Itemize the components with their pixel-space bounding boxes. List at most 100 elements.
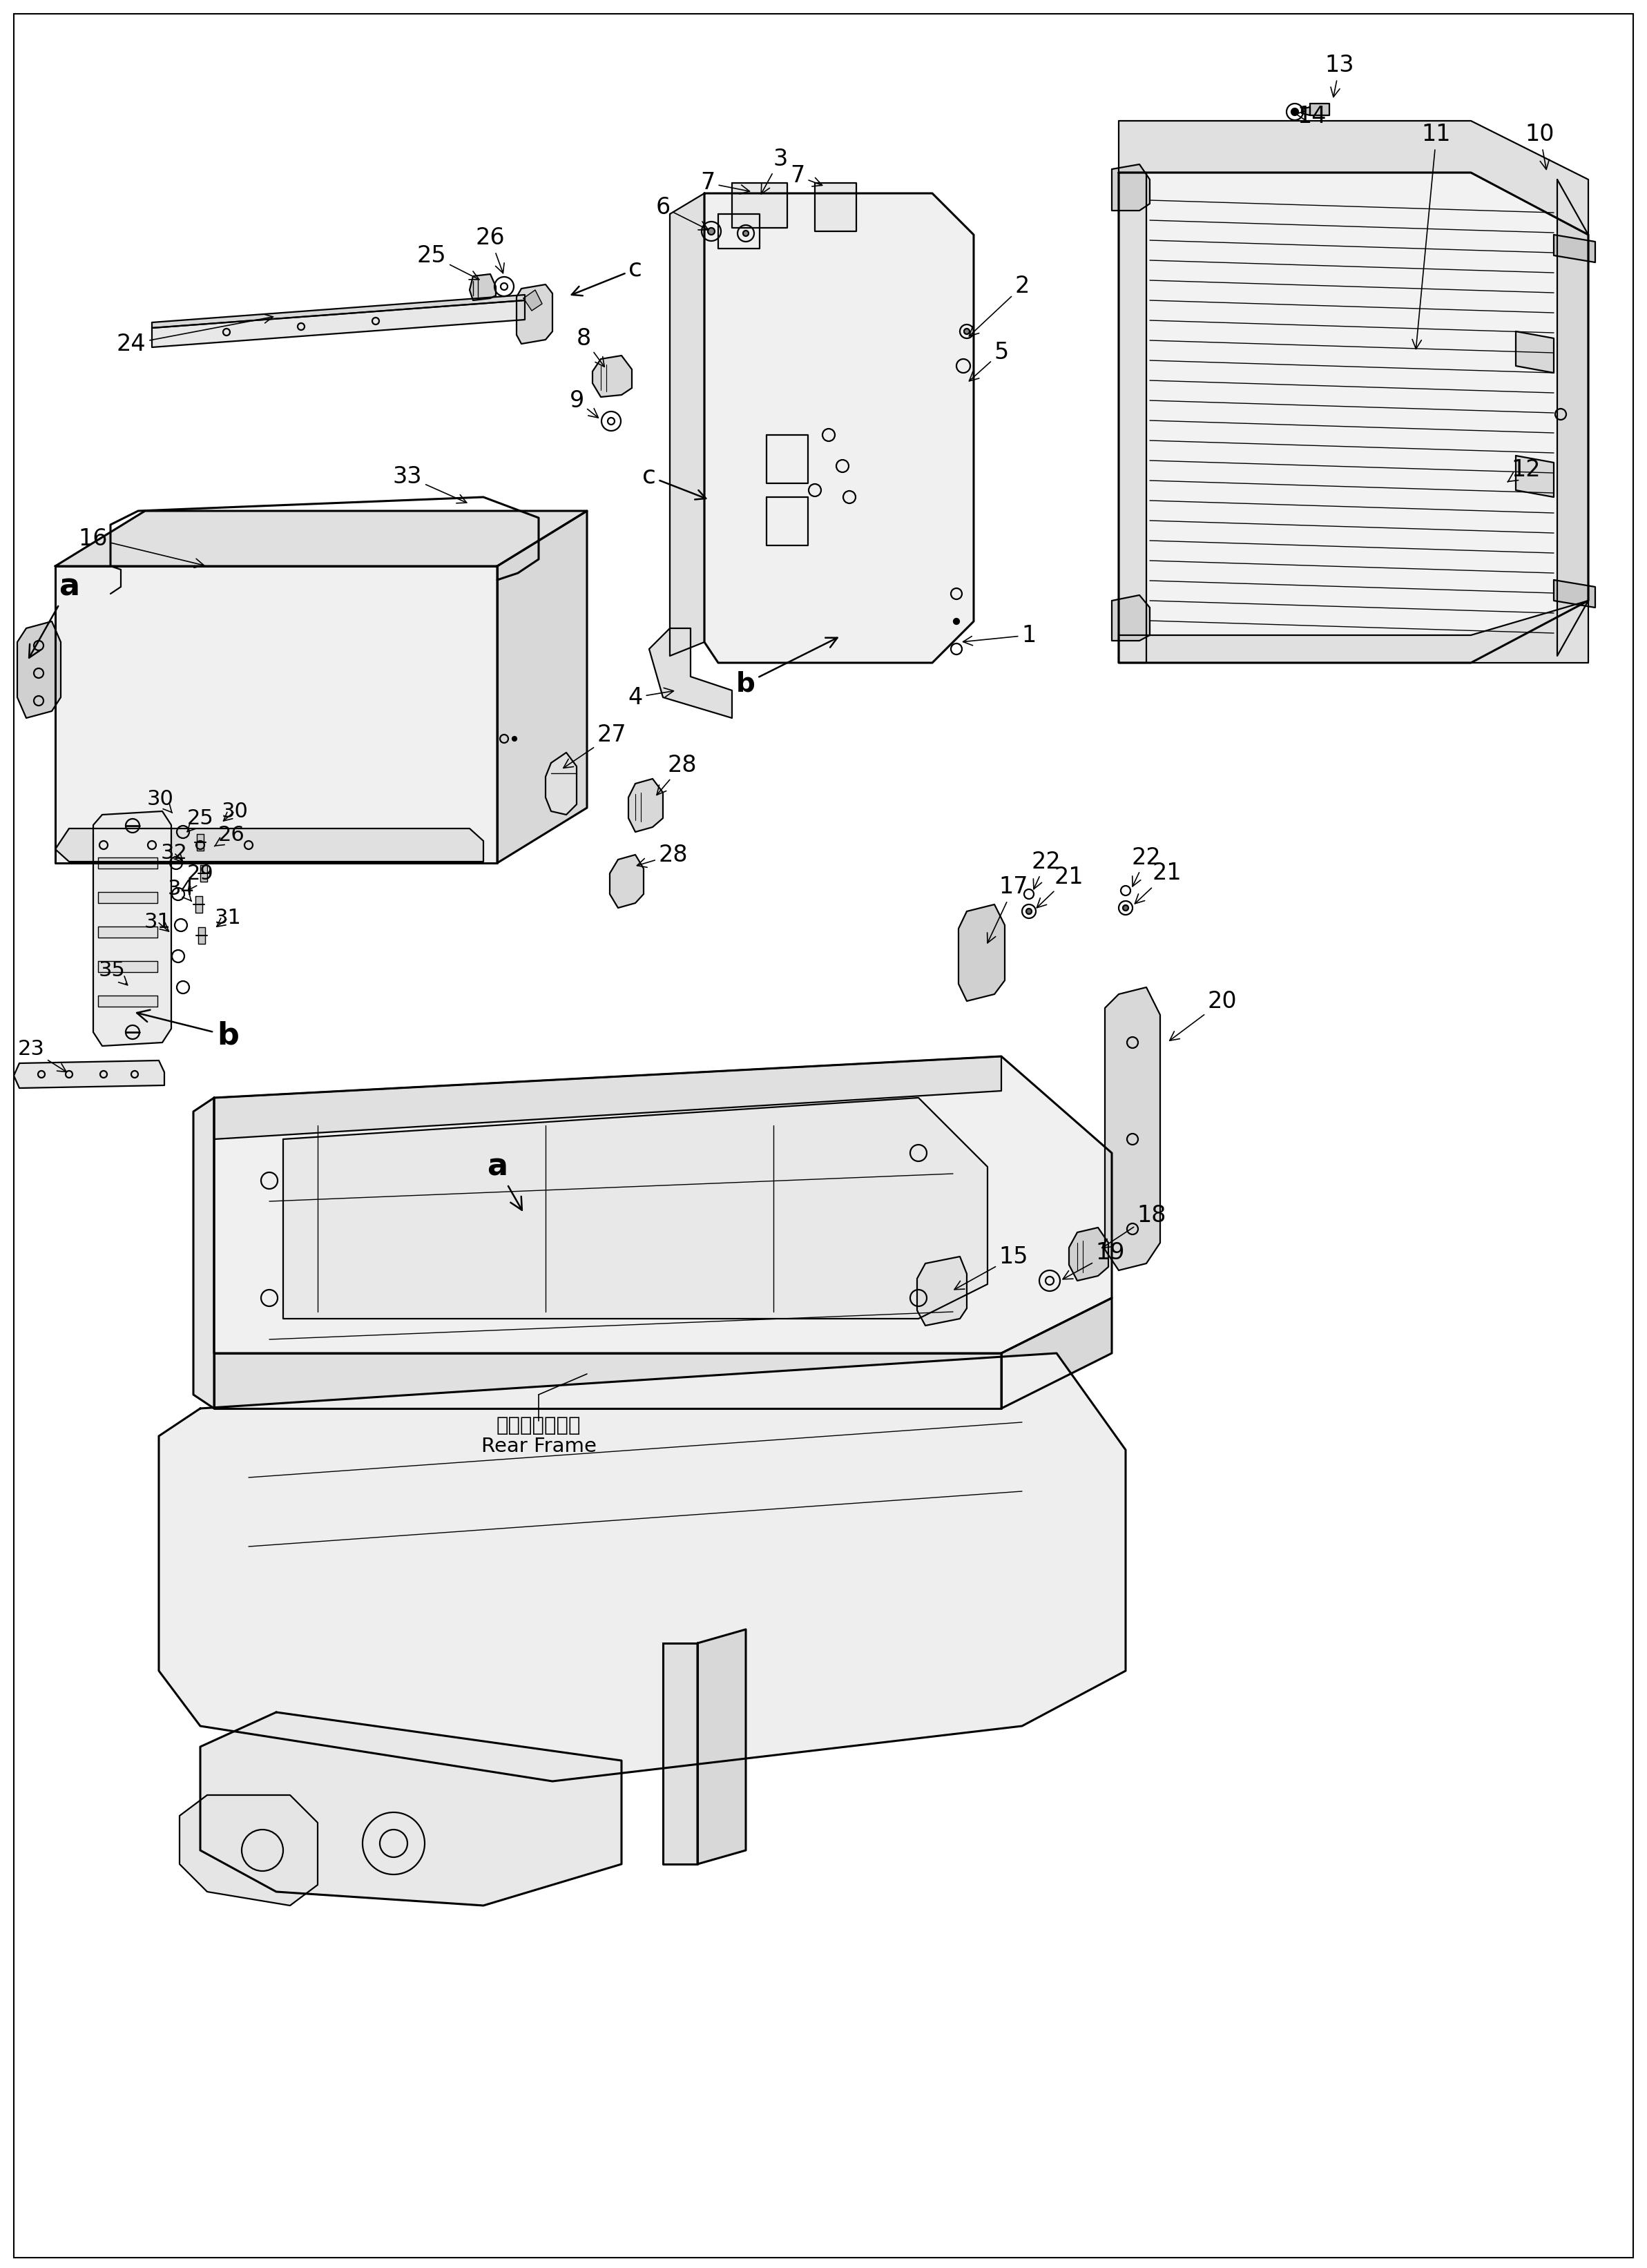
Polygon shape [283,1098,988,1318]
Polygon shape [1118,172,1146,662]
Text: 30: 30 [221,801,249,821]
Text: 35: 35 [99,959,127,984]
Text: 26: 26 [476,227,506,272]
Polygon shape [193,1098,214,1408]
Polygon shape [1301,107,1309,116]
Polygon shape [201,864,208,882]
Polygon shape [198,928,206,943]
Polygon shape [1105,987,1159,1270]
Polygon shape [697,1628,746,1864]
Text: 10: 10 [1525,122,1555,170]
Polygon shape [705,193,973,662]
Polygon shape [524,290,542,311]
Text: 34: 34 [168,880,194,900]
Polygon shape [1553,236,1596,263]
Polygon shape [99,996,158,1007]
Text: 31: 31 [143,912,171,932]
Polygon shape [629,778,664,832]
Text: 19: 19 [1062,1241,1125,1279]
Polygon shape [609,855,644,907]
Polygon shape [1112,163,1150,211]
Polygon shape [158,1354,1125,1780]
Polygon shape [1118,172,1588,662]
Text: a: a [30,572,79,658]
Text: 5: 5 [968,340,1008,381]
Polygon shape [815,184,856,231]
Polygon shape [56,510,586,567]
Polygon shape [56,567,497,864]
Text: 3: 3 [761,147,787,195]
Polygon shape [1309,104,1329,116]
Text: 8: 8 [576,327,604,367]
Polygon shape [1118,601,1588,662]
Text: 13: 13 [1326,54,1354,98]
Polygon shape [593,356,632,397]
Text: 14: 14 [1296,104,1327,127]
Text: 7: 7 [791,166,822,188]
Polygon shape [152,299,525,347]
Text: 25: 25 [417,245,479,279]
Text: 28: 28 [637,844,688,866]
Circle shape [1123,905,1128,912]
Polygon shape [1069,1227,1108,1281]
Polygon shape [670,193,705,655]
Text: 25: 25 [186,807,214,832]
Text: Rear Frame: Rear Frame [481,1436,596,1456]
Text: b: b [137,1009,239,1050]
Polygon shape [731,184,787,227]
Polygon shape [180,1794,318,1905]
Circle shape [743,231,749,236]
Polygon shape [152,295,525,329]
Text: 11: 11 [1411,122,1451,349]
Text: 4: 4 [628,685,674,708]
Circle shape [963,329,970,333]
Polygon shape [196,896,203,912]
Text: 15: 15 [954,1245,1028,1290]
Text: 20: 20 [1169,989,1237,1041]
Text: 18: 18 [1102,1204,1166,1247]
Text: リヤーフレーム: リヤーフレーム [496,1415,581,1436]
Polygon shape [201,1712,621,1905]
Circle shape [1026,909,1031,914]
Polygon shape [56,828,484,862]
Text: 16: 16 [79,526,204,567]
Text: 21: 21 [1036,866,1084,907]
Circle shape [708,227,715,236]
Text: c: c [642,465,707,499]
Text: 17: 17 [987,875,1028,943]
Text: 6: 6 [656,195,708,229]
Text: a: a [488,1152,522,1211]
Polygon shape [1553,581,1596,608]
Polygon shape [99,928,158,937]
Polygon shape [214,1354,1001,1408]
Circle shape [512,737,517,742]
Text: c: c [572,259,642,295]
Polygon shape [214,1057,1112,1354]
Text: 23: 23 [18,1039,66,1073]
Text: 21: 21 [1135,862,1183,903]
Polygon shape [99,962,158,973]
Text: 32: 32 [161,844,188,862]
Polygon shape [214,1057,1001,1139]
Text: 28: 28 [657,753,697,796]
Text: 9: 9 [570,390,598,417]
Polygon shape [917,1256,967,1325]
Circle shape [1291,109,1298,116]
Polygon shape [517,284,552,345]
Text: 30: 30 [147,789,173,812]
Text: 33: 33 [392,465,466,503]
Polygon shape [196,835,204,851]
Polygon shape [545,753,576,814]
Polygon shape [99,857,158,869]
Polygon shape [99,891,158,903]
Polygon shape [94,812,171,1046]
Text: 22: 22 [1131,846,1161,887]
Text: b: b [736,637,837,696]
Polygon shape [469,274,496,299]
Text: 27: 27 [563,723,626,769]
Text: 29: 29 [186,864,214,889]
Polygon shape [1515,456,1553,497]
Text: 31: 31 [214,907,242,928]
Text: 22: 22 [1031,851,1061,889]
Circle shape [954,619,959,624]
